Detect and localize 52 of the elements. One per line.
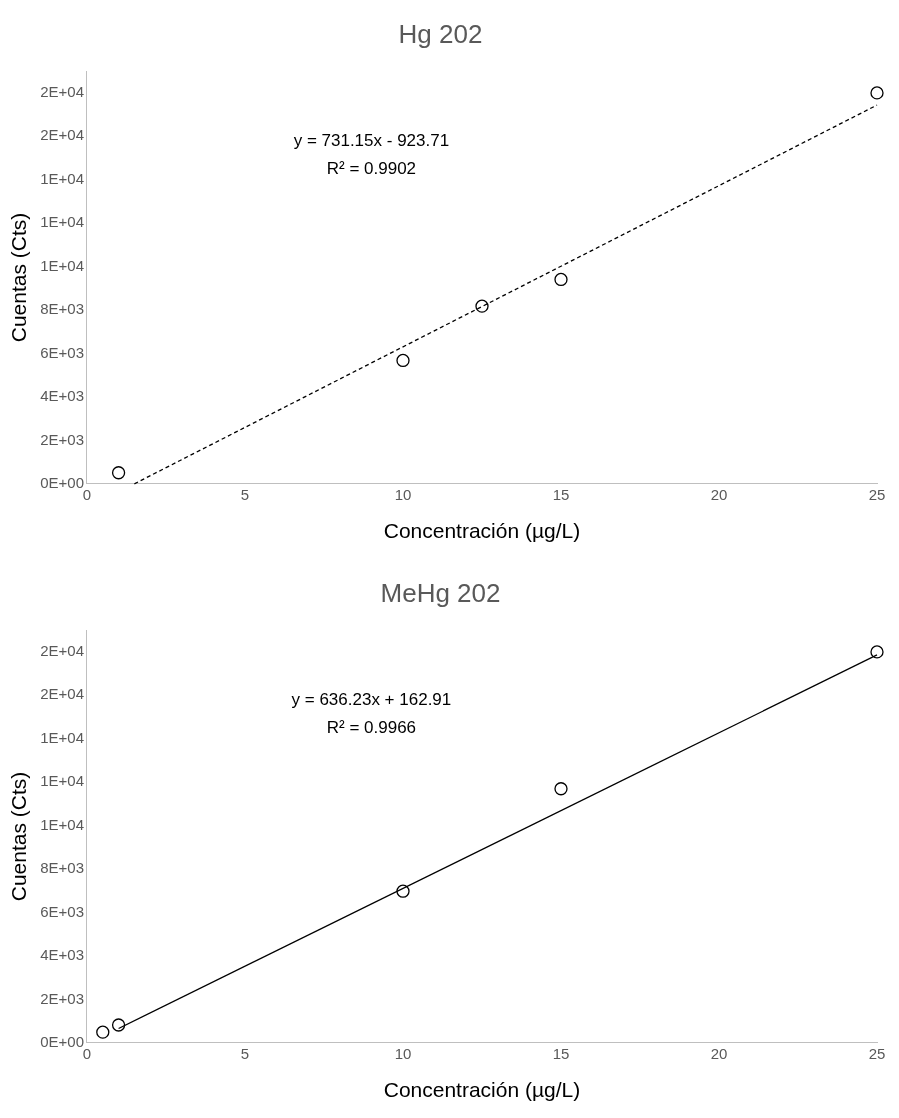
annotation: R² = 0.9966 (326, 718, 417, 738)
y-tick-label: 2E+03 (40, 430, 84, 448)
x-axis-title: Concentración (µg/L) (383, 1078, 581, 1102)
y-tick-label: 1E+04 (40, 256, 84, 274)
x-tick-label: 0 (82, 485, 92, 503)
point (111, 466, 126, 480)
y-tick-label: 0E+00 (40, 1032, 84, 1050)
y-tick-label: 1E+04 (40, 213, 84, 231)
x-axis-title: Concentración (µg/L) (383, 519, 581, 543)
x-tick-label: 15 (552, 1044, 570, 1062)
point (396, 884, 410, 898)
point (96, 1025, 110, 1039)
y-tick-label: 1E+04 (40, 815, 84, 833)
x-tick-label: 10 (394, 485, 412, 503)
x-tick-label: 10 (394, 1044, 412, 1062)
y-tick-label: 2E+04 (40, 126, 84, 144)
y-axis-title: Cuentas (Cts) (7, 771, 31, 902)
x-tick-label: 0 (82, 1044, 92, 1062)
chart-title: MeHg 202 (380, 577, 501, 608)
y-tick-label: 1E+04 (40, 169, 84, 187)
y-tick-label: 6E+03 (40, 902, 84, 920)
annotation: y = 636.23x + 162.91 (291, 690, 452, 710)
y-axis-title: Cuentas (Cts) (7, 212, 31, 343)
annotation: y = 731.15x - 923.71 (293, 131, 450, 151)
x-tick-label: 20 (710, 485, 728, 503)
y-tick-label: 1E+04 (40, 728, 84, 746)
y-tick-label: 4E+03 (40, 946, 84, 964)
x-tick-label: 25 (868, 1044, 886, 1062)
point (554, 272, 568, 287)
x-tick-label: 5 (240, 1044, 250, 1062)
x-tick-label: 20 (710, 1044, 728, 1062)
point (111, 1018, 126, 1032)
y-tick-label: 0E+00 (40, 473, 84, 491)
y-tick-label: 8E+03 (40, 300, 84, 318)
y-tick-label: 2E+03 (40, 989, 84, 1007)
y-tick-label: 8E+03 (40, 859, 84, 877)
point (554, 782, 568, 796)
point (396, 353, 410, 368)
point (870, 645, 884, 659)
x-tick-label: 15 (552, 485, 570, 503)
point (475, 299, 489, 313)
chart-title: Hg 202 (398, 18, 483, 49)
y-tick-label: 2E+04 (40, 685, 84, 703)
x-tick-label: 25 (868, 485, 886, 503)
y-tick-label: 6E+03 (40, 343, 84, 361)
point (870, 86, 884, 100)
y-tick-label: 2E+04 (40, 642, 84, 660)
y-tick-label: 1E+04 (40, 772, 84, 790)
y-tick-label: 2E+04 (40, 83, 84, 101)
annotation: R² = 0.9902 (326, 159, 417, 179)
y-tick-label: 4E+03 (40, 387, 84, 405)
x-tick-label: 5 (240, 485, 250, 503)
